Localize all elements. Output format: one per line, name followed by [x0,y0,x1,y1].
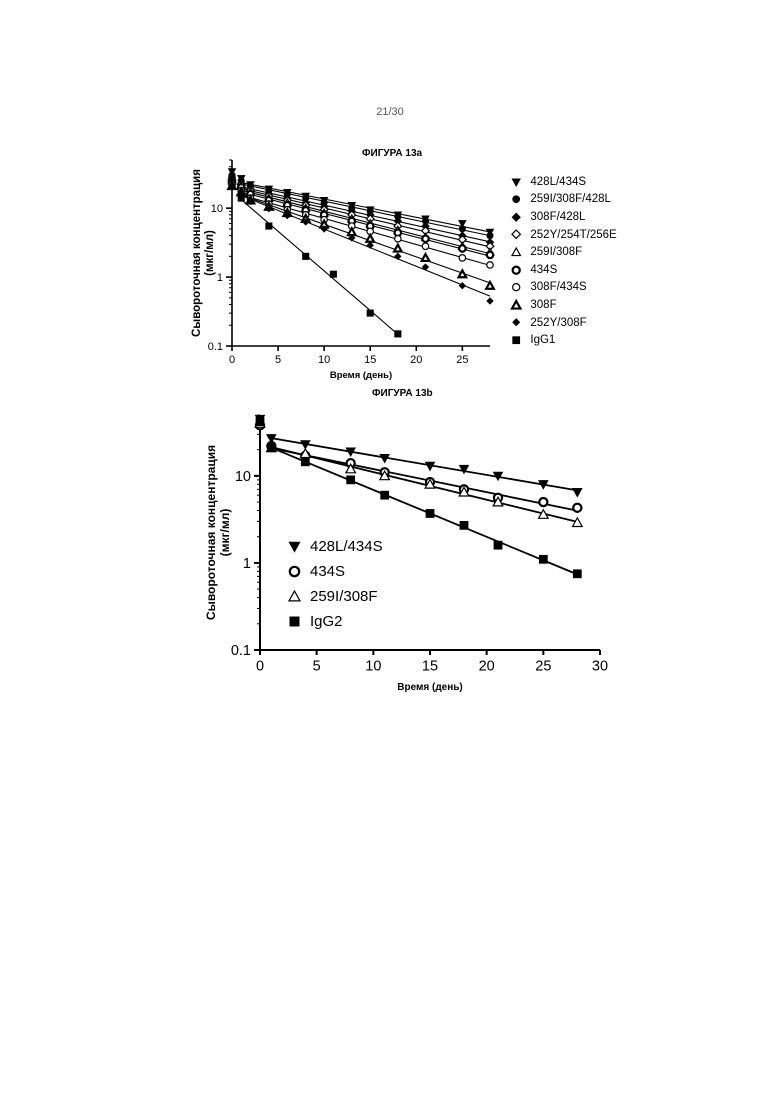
data-point [347,476,355,484]
legend-marker [287,589,310,604]
fit-line [271,438,577,490]
figure-13b-chart: 0.1 1 10 0 5 10 15 20 25 30 Время (день) Сывороточн… [0,0,780,1103]
x-tick-label: 5 [313,659,321,675]
y-tick-label: 0.1 [231,643,251,659]
data-point [539,555,547,563]
legend-marker-shape [289,542,300,552]
series-434s [256,421,581,512]
data-point [256,418,264,426]
x-tick-label: 15 [422,659,438,675]
x-tick-label: 20 [479,659,495,675]
x-tick-label: 30 [592,659,608,675]
legend-label: 428L/434S [310,538,383,555]
y-axis-title: Сывороточная концентрация(мкг/мл) [204,445,232,620]
y-tick-label: 1 [243,556,251,572]
x-tick-label: 0 [256,659,264,675]
data-point [426,509,434,517]
x-tick-label: 10 [365,659,381,675]
series-259i-308f [255,419,582,527]
data-point [573,570,581,578]
data-point [381,491,389,499]
data-point [460,521,468,529]
legend-label: 259I/308F [310,588,378,605]
legend-marker [287,564,310,579]
legend-item-259i-308f: 259I/308F [287,584,383,609]
x-axis-title: Время (день) [397,682,463,693]
legend-item-428l-434s: 428L/434S [287,534,383,559]
legend-marker [287,614,310,629]
data-point [539,498,547,506]
x-tick-label: 25 [535,659,551,675]
legend-marker [287,539,310,554]
data-point [573,518,583,527]
data-point [267,444,275,452]
legend-label: 434S [310,563,345,580]
figure-13b-legend: 428L/434S 434S 259I/308F IgG2 [287,534,383,634]
legend-marker-shape [290,567,299,576]
y-tick-label: 10 [235,469,251,485]
legend-item-igg2: IgG2 [287,609,383,634]
data-point [301,458,309,466]
data-point [573,488,583,497]
legend-marker-shape [289,591,300,601]
legend-label: IgG2 [310,613,343,630]
legend-marker-shape [290,617,299,626]
data-point [573,504,581,512]
legend-item-434s: 434S [287,559,383,584]
data-point [494,541,502,549]
